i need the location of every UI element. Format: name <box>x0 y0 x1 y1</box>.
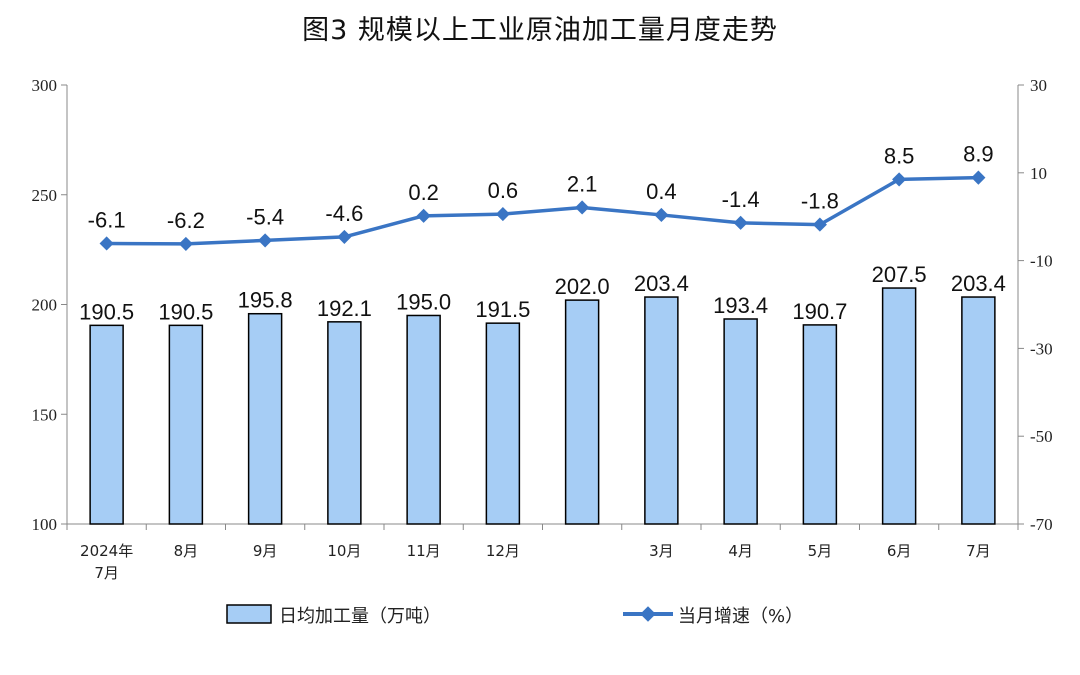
bar <box>961 296 996 525</box>
bar <box>485 322 521 525</box>
line-value-label: -5.4 <box>246 204 284 229</box>
bar-value-label: 192.1 <box>317 296 372 321</box>
bar-value-label: 190.5 <box>158 299 213 324</box>
line-point <box>258 233 273 248</box>
left-tick-label: 200 <box>32 296 58 315</box>
line-value-label: -1.4 <box>722 187 760 212</box>
left-tick-label: 100 <box>32 515 58 534</box>
bar <box>89 324 124 525</box>
category-label: 7月 <box>966 542 991 560</box>
left-tick-label: 250 <box>32 186 58 205</box>
right-tick-label: -70 <box>1030 515 1053 534</box>
bar <box>247 312 283 525</box>
bar-value-label: 207.5 <box>872 262 927 287</box>
bar-labels: 190.5 190.5 195.8 192.1 195.0 191.5 202.0 203.4… <box>79 262 1006 324</box>
left-tick-label: 150 <box>32 405 58 424</box>
line-point <box>733 215 748 230</box>
bar-value-label: 202.0 <box>555 274 610 299</box>
legend: 日均加工量（万吨） 当月增速（%） <box>226 604 803 627</box>
bar-value-label: 195.0 <box>396 289 451 314</box>
right-tick-label: -30 <box>1030 339 1053 358</box>
line-value-label: -6.2 <box>167 208 205 233</box>
legend-line-label: 当月增速（%） <box>678 606 803 627</box>
bar <box>802 324 838 525</box>
line-point <box>812 217 827 232</box>
line-point <box>178 236 193 251</box>
line-point <box>416 208 431 223</box>
category-label: 8月 <box>174 542 199 560</box>
line-value-label: 2.1 <box>567 171 598 196</box>
bar-series <box>89 287 996 525</box>
category-label: 4月 <box>728 542 753 560</box>
chart-title: 图3 规模以上工业原油加工量月度走势 <box>302 15 778 46</box>
line-value-label: 0.2 <box>408 180 439 205</box>
right-tick-label: 10 <box>1030 164 1047 183</box>
line-labels: -6.1 -6.2 -5.4 -4.6 0.2 0.6 2.1 0.4 -1.4 -1.8 8.5 8… <box>88 142 994 233</box>
growth-line <box>106 175 979 246</box>
bar <box>168 324 204 525</box>
category-labels: 2024年 7月 8月 9月 10月 11月 12月 3月 4月 5月 6月 7月 <box>80 542 991 582</box>
category-label: 6月 <box>887 542 912 560</box>
bar-value-label: 203.4 <box>634 271 689 296</box>
line-value-label: -1.8 <box>801 189 839 214</box>
line-value-label: 0.6 <box>488 178 519 203</box>
bar-value-label: 203.4 <box>951 271 1006 296</box>
line-point <box>892 172 907 187</box>
bar <box>644 296 679 525</box>
line-point <box>971 170 986 185</box>
bar-value-label: 190.7 <box>792 299 847 324</box>
left-tick-label: 300 <box>32 76 58 95</box>
category-label: 9月 <box>253 542 278 560</box>
line-value-label: -6.1 <box>88 207 126 232</box>
bar <box>723 318 758 525</box>
line-point <box>575 200 590 215</box>
line-point <box>495 206 510 222</box>
legend-bar-label: 日均加工量（万吨） <box>279 606 441 627</box>
bar-value-label: 193.4 <box>713 293 768 318</box>
line-series <box>99 170 986 251</box>
category-label: 10月 <box>327 542 361 560</box>
legend-line-marker <box>640 606 656 622</box>
bar <box>881 287 917 525</box>
axes: 100 150 200 250 300 -70 -50 -30 -10 10 30 <box>32 76 1053 534</box>
category-label: 5月 <box>808 542 833 560</box>
bar-value-label: 190.5 <box>79 299 134 324</box>
line-point <box>337 229 352 244</box>
line-value-label: 8.9 <box>963 142 994 167</box>
bar-value-label: 195.8 <box>238 288 293 313</box>
category-label: 3月 <box>649 542 674 560</box>
line-value-label: -4.6 <box>325 201 363 226</box>
line-point <box>654 207 669 223</box>
category-label: 7月 <box>94 564 119 582</box>
category-label: 11月 <box>407 542 441 560</box>
line-point <box>99 236 114 251</box>
bar <box>564 299 600 525</box>
bar <box>406 314 441 525</box>
right-tick-label: -10 <box>1030 252 1053 271</box>
line-value-label: 8.5 <box>884 143 915 168</box>
category-label: 12月 <box>486 542 520 560</box>
category-label: 2024年 <box>80 542 133 560</box>
right-tick-label: 30 <box>1030 76 1047 95</box>
line-value-label: 0.4 <box>646 179 677 204</box>
right-tick-label: -50 <box>1030 427 1053 446</box>
bar <box>327 321 362 525</box>
legend-bar-swatch <box>226 604 272 624</box>
bar-value-label: 191.5 <box>475 297 530 322</box>
